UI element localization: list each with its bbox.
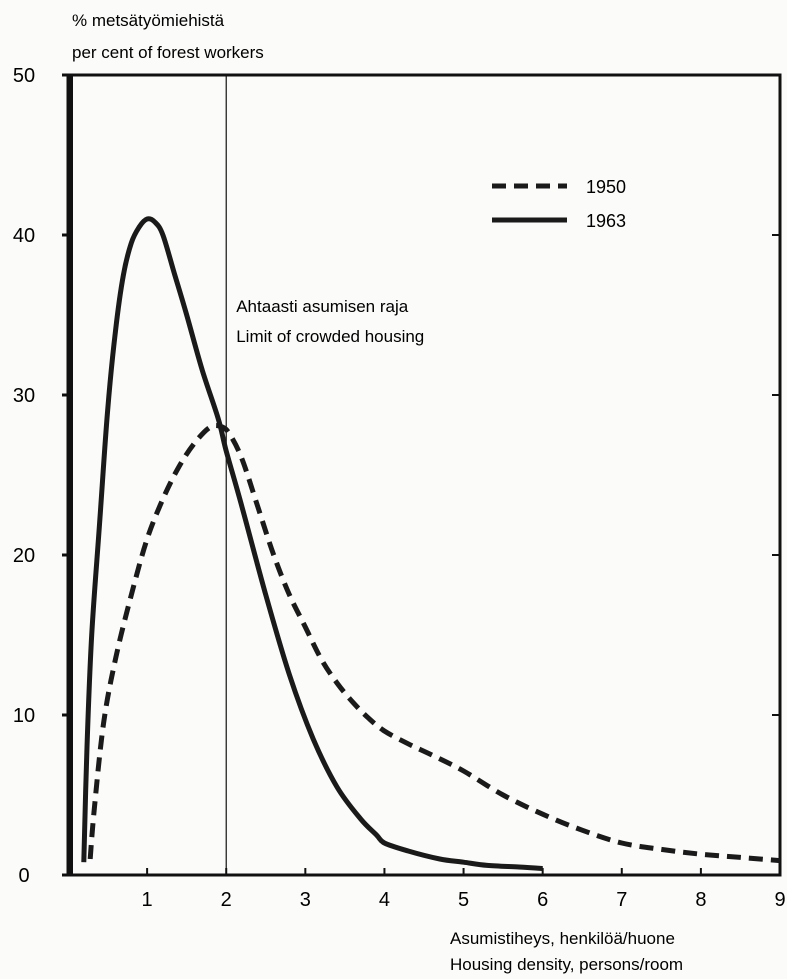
- y-tick-label: 50: [13, 65, 35, 87]
- x-tick-label: 3: [300, 889, 311, 911]
- x-tick-label: 2: [221, 889, 232, 911]
- y-axis-title-line-2: per cent of forest workers: [72, 43, 264, 62]
- y-tick-label: 30: [13, 385, 35, 407]
- plot-frame: [66, 73, 782, 877]
- limit-annotation-line-1: Ahtaasti asumisen raja: [236, 297, 409, 316]
- series-1950-line: [87, 422, 781, 864]
- y-tick-label: 0: [18, 865, 29, 887]
- x-axis-title-line-1: Asumistiheys, henkilöä/huone: [450, 929, 675, 948]
- y-tick-label: 10: [13, 705, 35, 727]
- x-tick-label: 9: [774, 889, 785, 911]
- x-tick-label: 4: [379, 889, 390, 911]
- x-tick-label: 1: [142, 889, 153, 911]
- limit-annotation-line-2: Limit of crowded housing: [236, 327, 424, 346]
- y-tick-label: 40: [13, 225, 35, 247]
- y-ticks: 0 10 20 30 40 50: [13, 65, 780, 887]
- legend-label-1963: 1963: [586, 211, 626, 231]
- x-ticks: 1 2 3 4 5 6 7 8 9: [142, 868, 786, 911]
- y-axis-title-line-1: % metsätyömiehistä: [72, 11, 225, 30]
- x-tick-label: 8: [695, 889, 706, 911]
- legend-label-1950: 1950: [586, 177, 626, 197]
- y-tick-label: 20: [13, 545, 35, 567]
- x-tick-label: 6: [537, 889, 548, 911]
- x-tick-label: 5: [458, 889, 469, 911]
- legend: 1950 1963: [492, 177, 626, 231]
- x-tick-label: 7: [616, 889, 627, 911]
- series-1963-line: [81, 216, 543, 872]
- x-axis-title-line-2: Housing density, persons/room: [450, 955, 683, 974]
